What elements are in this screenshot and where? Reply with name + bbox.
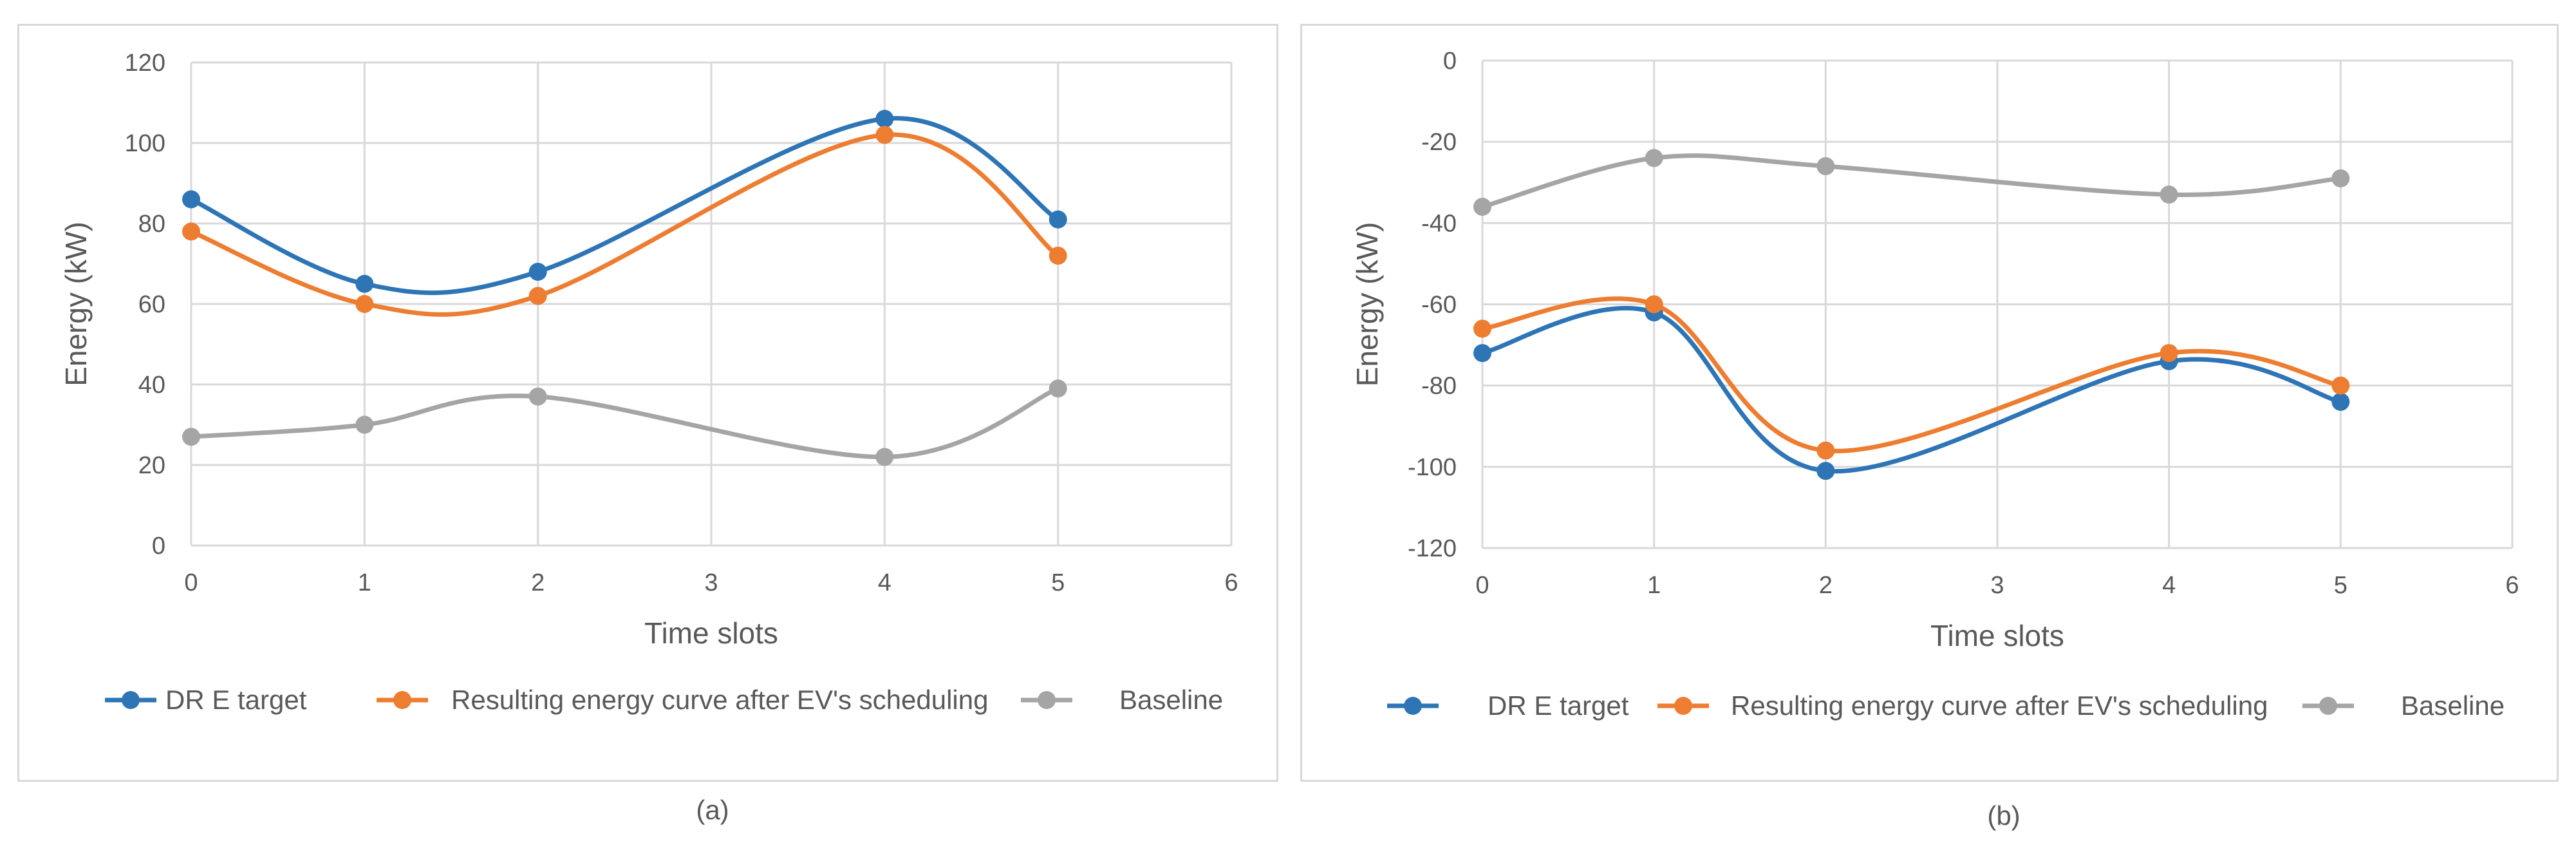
x-tick-label: 2	[531, 569, 545, 596]
y-tick-label: 100	[125, 130, 165, 157]
data-point	[1473, 344, 1491, 363]
y-tick-label: -20	[1421, 129, 1457, 156]
legend-marker	[122, 691, 140, 709]
data-point	[875, 109, 894, 128]
legend-marker	[393, 691, 411, 709]
chart-caption: (a)	[696, 795, 729, 825]
y-axis-title: Energy (kW)	[59, 222, 93, 386]
data-point	[355, 274, 374, 293]
y-axis-title: Energy (kW)	[1350, 222, 1384, 387]
series-dr-e-target	[182, 109, 1067, 296]
x-tick-label: 1	[358, 569, 371, 596]
data-point	[1816, 157, 1835, 176]
data-point	[1816, 441, 1835, 460]
legend: DR E target Resulting energy curve after …	[105, 685, 1223, 715]
y-tick-label: 80	[138, 211, 165, 238]
series-line	[189, 132, 1061, 317]
legend-label: Baseline	[2401, 690, 2505, 721]
x-tick-label: 3	[1990, 572, 2004, 599]
y-tick-label: -40	[1421, 210, 1457, 237]
data-point	[875, 126, 894, 144]
x-axis-title: Time slots	[1930, 619, 2064, 652]
data-point	[1473, 319, 1491, 338]
series-dr-e-target	[1473, 303, 2350, 480]
data-point	[355, 415, 374, 434]
y-tick-label: -60	[1421, 292, 1457, 319]
gridlines	[1481, 59, 2514, 549]
y-tick-label: -80	[1421, 373, 1457, 400]
data-point	[1816, 462, 1835, 480]
chart-b: -120 -100 -80 -60 -40 -20 0 0 1 2 3 4 5 6 Time slots En…	[1350, 48, 2519, 831]
data-point	[182, 428, 200, 446]
data-point	[182, 190, 200, 209]
data-point	[1049, 210, 1067, 229]
x-tick-label: 0	[1475, 572, 1489, 599]
series-line	[1480, 305, 2343, 474]
chart-caption: (b)	[1987, 801, 2020, 831]
data-point	[2160, 344, 2178, 363]
data-point	[2331, 376, 2350, 395]
x-tick-label: 5	[2334, 572, 2347, 599]
legend-marker	[2319, 697, 2337, 715]
data-point	[875, 448, 894, 466]
legend-label: Resulting energy curve after EV's schedu…	[1731, 690, 2268, 721]
series-line	[1480, 153, 2343, 209]
series-resulting-energy-curve-after-ev-s-scheduling	[182, 126, 1067, 317]
y-tick-label: 60	[138, 291, 165, 318]
data-point	[182, 222, 200, 241]
series-baseline	[1473, 149, 2350, 216]
y-tick-label: -120	[1408, 535, 1457, 562]
data-point	[528, 263, 547, 281]
data-point	[2331, 392, 2350, 411]
x-axis-title: Time slots	[644, 616, 778, 650]
y-tick-label: 0	[152, 533, 165, 560]
data-point	[2160, 185, 2178, 204]
legend-label: DR E target	[1488, 690, 1629, 721]
data-point	[1645, 149, 1663, 167]
legend: DR E target Resulting energy curve after …	[1387, 690, 2505, 721]
x-tick-label: 3	[704, 569, 718, 596]
data-point	[355, 295, 374, 313]
x-tick-label: 4	[2162, 572, 2176, 599]
data-point	[528, 387, 547, 406]
y-tick-label: 20	[138, 452, 165, 479]
x-tick-label: 4	[878, 569, 891, 596]
series-baseline	[182, 379, 1067, 466]
data-point	[1473, 198, 1491, 216]
data-point	[1049, 247, 1067, 265]
data-point	[528, 287, 547, 305]
legend-marker	[1404, 697, 1422, 715]
legend-marker	[1038, 691, 1056, 709]
data-point	[2331, 169, 2350, 187]
series-line	[189, 116, 1061, 296]
x-tick-label: 2	[1819, 572, 1833, 599]
x-tick-label: 5	[1051, 569, 1065, 596]
y-tick-label: 120	[125, 50, 165, 77]
x-tick-label: 0	[184, 569, 198, 596]
y-tick-label: 0	[1443, 48, 1457, 75]
series-resulting-energy-curve-after-ev-s-scheduling	[1473, 295, 2350, 460]
series-line	[1480, 296, 2343, 453]
legend-marker	[1674, 697, 1692, 715]
gridlines	[190, 61, 1233, 547]
chart-a-frame	[17, 24, 1278, 782]
legend-label: DR E target	[165, 685, 307, 715]
chart-a: 0 20 40 60 80 100 120 0 1 2 3 4 5 6 Time slots Energy (…	[59, 50, 1238, 825]
series-line	[189, 386, 1061, 460]
x-tick-label: 1	[1647, 572, 1661, 599]
data-point	[1645, 295, 1663, 314]
legend-label: Baseline	[1119, 685, 1223, 715]
y-tick-label: -100	[1408, 454, 1457, 481]
data-point	[1049, 379, 1067, 398]
y-tick-label: 40	[138, 372, 165, 399]
x-tick-label: 6	[2505, 572, 2519, 599]
x-tick-label: 6	[1224, 569, 1238, 596]
legend-label: Resulting energy curve after EV's schedu…	[451, 685, 988, 715]
